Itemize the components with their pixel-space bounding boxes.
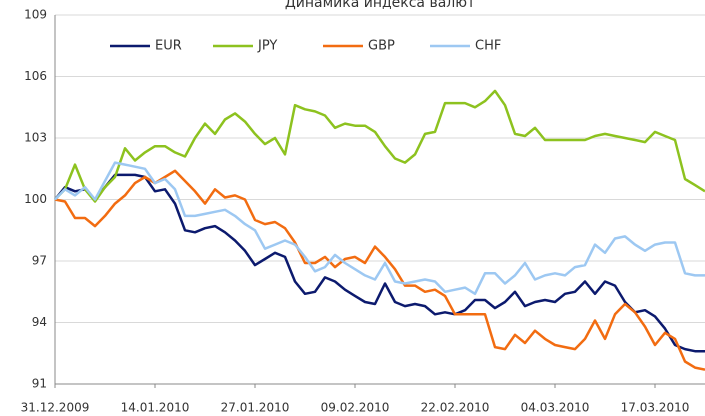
series-line (54, 161, 705, 296)
x-tick-label: 09.02.2010 (321, 401, 390, 415)
x-tick-label: 22.02.2010 (421, 401, 490, 415)
y-tick-label: 97 (32, 254, 47, 268)
x-tick-label: 17.03.2010 (621, 401, 690, 415)
y-tick-label: 94 (32, 315, 47, 329)
y-tick-label: 106 (24, 69, 47, 83)
series-line (54, 89, 705, 203)
legend-label: JPY (257, 39, 277, 54)
x-tick-label: 14.01.2010 (121, 401, 190, 415)
x-tick-label: 27.01.2010 (221, 401, 290, 415)
y-tick-label: 100 (24, 192, 47, 206)
y-tick-label: 109 (24, 8, 47, 22)
series-line (54, 173, 705, 353)
series-line (54, 169, 705, 371)
legend-label: GBP (368, 39, 395, 54)
y-tick-label: 103 (24, 131, 47, 145)
y-tick-label: 91 (32, 377, 47, 391)
x-tick-label: 04.03.2010 (521, 401, 590, 415)
chart-title: Динамика индекса валют (285, 0, 475, 11)
legend-label: EUR (155, 39, 182, 54)
x-tick-label: 31.12.2009 (21, 401, 90, 415)
legend-label: CHF (475, 39, 501, 54)
